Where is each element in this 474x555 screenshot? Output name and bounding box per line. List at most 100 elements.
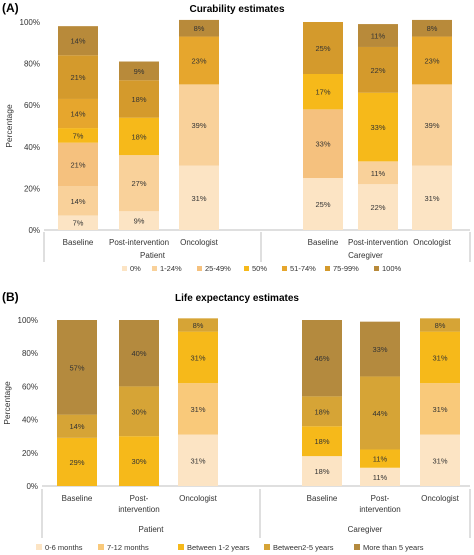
bar-segment <box>58 215 98 230</box>
data-label: 39% <box>191 121 206 130</box>
group-label: Caregiver <box>348 525 383 534</box>
data-label: 8% <box>435 321 446 330</box>
data-label: 14% <box>69 422 84 431</box>
chart-title-b: Life expectancy estimates <box>175 293 299 304</box>
bar-segment <box>119 117 159 156</box>
chart-title-a: Curability estimates <box>189 4 284 15</box>
y-tick-label-a: 20% <box>24 184 40 193</box>
group-label: Patient <box>139 525 165 534</box>
y-tick-label-a: 0% <box>28 226 40 235</box>
legend-label: 1-24% <box>160 264 182 273</box>
data-label: 14% <box>70 37 85 46</box>
data-label: 8% <box>193 321 204 330</box>
data-label: 40% <box>131 349 146 358</box>
data-label: 22% <box>370 66 385 75</box>
bar-segment <box>179 19 219 37</box>
bar-segment <box>119 61 159 81</box>
bar-segment <box>358 46 398 93</box>
data-label: 18% <box>314 407 329 416</box>
y-tick-label-a: 60% <box>24 101 40 110</box>
bar-segment <box>302 456 342 486</box>
data-label: 7% <box>73 131 84 140</box>
data-label: 31% <box>432 456 447 465</box>
bar-segment <box>119 436 159 486</box>
bar-segment <box>420 434 460 486</box>
legend-swatch <box>197 266 202 271</box>
data-label: 18% <box>314 437 329 446</box>
y-tick-label-b: 80% <box>22 349 38 358</box>
category-label: Post- <box>371 494 390 503</box>
bar-segment <box>360 376 400 450</box>
legend-label: 25-49% <box>205 264 231 273</box>
data-label: 9% <box>134 67 145 76</box>
y-axis-label-b: Percentage <box>2 381 12 425</box>
data-label: 14% <box>70 110 85 119</box>
data-label: 22% <box>370 203 385 212</box>
data-label: 17% <box>315 88 330 97</box>
bar-segment <box>119 386 159 437</box>
data-label: 23% <box>424 56 439 65</box>
legend-label: Between 1-2 years <box>187 543 250 552</box>
y-axis-label-a: Percentage <box>4 104 14 148</box>
data-label: 39% <box>424 121 439 130</box>
data-label: 8% <box>194 24 205 33</box>
legend-label: Between2-5 years <box>273 543 334 552</box>
bar-segment <box>178 318 218 332</box>
bar-segment <box>303 22 343 74</box>
legend-swatch <box>264 544 270 550</box>
y-tick-label-a: 40% <box>24 143 40 152</box>
data-label: 33% <box>372 345 387 354</box>
category-label: Baseline <box>63 238 94 247</box>
data-label: 18% <box>131 132 146 141</box>
y-tick-label-b: 0% <box>26 482 38 491</box>
category-label: Oncologist <box>413 238 452 247</box>
y-tick-label-b: 60% <box>22 382 38 391</box>
bar-segment <box>358 92 398 162</box>
category-label: Oncologist <box>180 238 219 247</box>
legend-swatch <box>244 266 249 271</box>
bar-segment <box>58 26 98 56</box>
bar-segment <box>57 414 97 438</box>
bar-segment <box>303 74 343 110</box>
bar-segment <box>178 331 218 384</box>
bar-segment <box>412 36 452 85</box>
legend-label: More than 5 years <box>363 543 424 552</box>
bar-segment <box>302 426 342 457</box>
data-label: 18% <box>131 95 146 104</box>
data-label: 21% <box>70 73 85 82</box>
bar-segment <box>420 331 460 384</box>
panel-label-b: (B) <box>2 290 19 304</box>
y-tick-label-a: 80% <box>24 60 40 69</box>
legend-label: 51-74% <box>290 264 316 273</box>
data-label: 46% <box>314 354 329 363</box>
bar-segment <box>179 84 219 166</box>
category-label: Post-intervention <box>109 238 169 247</box>
data-label: 31% <box>190 353 205 362</box>
legend-swatch <box>282 266 287 271</box>
legend-label: 7-12 months <box>107 543 149 552</box>
bar-segment <box>179 165 219 230</box>
category-label: Post-intervention <box>348 238 408 247</box>
category-label: intervention <box>118 505 159 514</box>
legend-label: 75-99% <box>333 264 359 273</box>
data-label: 25% <box>315 200 330 209</box>
curability-chart: (A) Curability estimates Percentage 0% 20… <box>2 1 471 273</box>
bar-segment <box>302 320 342 397</box>
bar-segment <box>303 109 343 178</box>
y-tick-label-b: 100% <box>18 316 38 325</box>
bar-segment <box>58 98 98 129</box>
data-label: 11% <box>371 32 386 41</box>
legend-swatch <box>36 544 42 550</box>
data-label: 11% <box>371 169 386 178</box>
legend-label: 100% <box>382 264 402 273</box>
bar-segment <box>119 155 159 212</box>
bar-segment <box>412 165 452 230</box>
data-label: 14% <box>70 197 85 206</box>
data-label: 23% <box>191 56 206 65</box>
bar-segment <box>360 467 400 486</box>
bar-segment <box>178 434 218 486</box>
category-label: intervention <box>359 505 400 514</box>
bar-segment <box>412 19 452 37</box>
data-label: 25% <box>315 44 330 53</box>
